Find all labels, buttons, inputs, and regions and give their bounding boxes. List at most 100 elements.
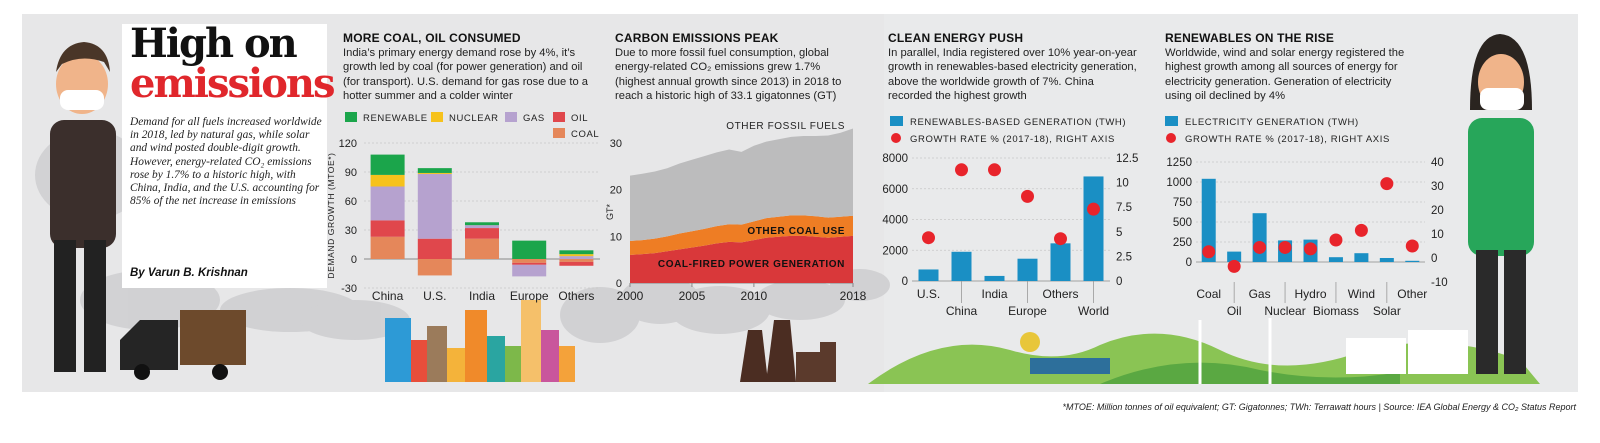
- x-tick-label: Coal: [1196, 287, 1221, 301]
- bar-segment-renewable: [417, 168, 452, 173]
- bar-segment-coal: [417, 259, 452, 276]
- series-label-other-coal-use: OTHER COAL USE: [747, 226, 845, 237]
- x-tick-label: U.S.: [917, 287, 940, 301]
- bar: [1252, 213, 1267, 262]
- y2-tick-label: 2.5: [1116, 251, 1132, 263]
- y-tick-label: 30: [345, 225, 357, 237]
- bar: [1201, 178, 1216, 262]
- series-label-coal-fired-power: COAL-FIRED POWER GENERATION: [658, 259, 845, 270]
- growth-dot: [1304, 242, 1317, 256]
- growth-dot: [988, 163, 1001, 177]
- area-other-coal-use: [630, 215, 853, 255]
- legend-label-dots: GROWTH RATE % (2017-18), RIGHT AXIS: [910, 134, 1115, 145]
- legend-label-bars: ELECTRICITY GENERATION (TWH): [1185, 117, 1359, 128]
- y-tick-label: 0: [351, 254, 357, 266]
- y2-tick-label: 20: [1431, 205, 1444, 217]
- y2-tick-label: 0: [1116, 276, 1122, 288]
- bar-segment-gas: [417, 173, 452, 239]
- bar-segment-nuclear: [370, 174, 405, 187]
- x-tick-label: Gas: [1249, 287, 1271, 301]
- area-coal-fired-power: [630, 235, 853, 283]
- bar: [1379, 258, 1394, 262]
- x-tick-label: China: [946, 304, 978, 318]
- x-tick-label: 2018: [840, 289, 867, 303]
- bar-segment-renewable: [465, 222, 499, 226]
- chart1-description: India’s primary energy demand rose by 4%…: [343, 47, 588, 103]
- title-line-1: High on: [130, 20, 298, 67]
- y-tick-label: 1000: [1166, 177, 1192, 189]
- x-tick-label: Europe: [1008, 304, 1047, 318]
- bar-segment-coal: [559, 259, 594, 262]
- bar-segment-renewable: [370, 154, 405, 175]
- intro-text: Demand for all fuels increased worldwide…: [130, 116, 322, 208]
- footnote: *MTOE: Million tonnes of oil equivalent;…: [1062, 402, 1577, 412]
- x-tick-label: World: [1078, 304, 1109, 318]
- bar-segment-gas: [465, 225, 499, 229]
- y-tick-label: 0: [616, 278, 622, 290]
- intro-box: [122, 24, 327, 288]
- growth-dot: [1202, 245, 1216, 259]
- area-other-fossil-fuels: [630, 128, 853, 241]
- y-tick-label: 1250: [1166, 157, 1192, 169]
- x-tick-label: 2000: [617, 289, 644, 303]
- legend-swatch-bars: [1165, 116, 1178, 126]
- x-tick-label: India: [469, 289, 495, 303]
- bar-segment-renewable: [512, 240, 547, 259]
- chart2-description: Due to more fossil fuel consumption, glo…: [615, 47, 842, 103]
- bar-segment-oil: [465, 228, 499, 239]
- legend-label-dots: GROWTH RATE % (2017-18), RIGHT AXIS: [1185, 134, 1390, 145]
- page-title: High on emissions: [130, 20, 335, 107]
- legend-label-renewable: RENEWABLE: [363, 113, 428, 124]
- y2-tick-label: 10: [1116, 178, 1129, 190]
- legend-swatch-dots: [891, 133, 901, 143]
- y2-tick-label: 10: [1431, 229, 1444, 241]
- legend-label-oil: OIL: [571, 113, 588, 124]
- y-tick-label: 120: [339, 138, 357, 150]
- factory-icon: [740, 320, 836, 382]
- chart3-description: In parallel, India registered over 10% y…: [888, 47, 1137, 103]
- x-tick-label: Others: [1042, 287, 1078, 301]
- growth-dot: [1354, 223, 1368, 237]
- x-tick-label: Others: [558, 289, 594, 303]
- bar-segment-coal: [370, 236, 405, 259]
- y-tick-label: -30: [341, 283, 357, 295]
- y2-tick-label: 7.5: [1116, 202, 1132, 214]
- x-tick-label: Oil: [1227, 304, 1242, 318]
- city-buildings-icon: [385, 300, 575, 382]
- y-tick-label: 750: [1173, 197, 1192, 209]
- chart4-description: Worldwide, wind and solar energy registe…: [1165, 47, 1405, 103]
- y-tick-label: 2000: [882, 245, 908, 257]
- bar: [1354, 253, 1369, 262]
- y-tick-label: 0: [902, 276, 908, 288]
- bar: [984, 275, 1005, 281]
- y2-tick-label: 40: [1431, 157, 1444, 169]
- x-tick-label: 2005: [679, 289, 706, 303]
- y-tick-label: 10: [610, 231, 622, 243]
- legend-label-coal: COAL: [571, 129, 599, 140]
- bar: [1328, 257, 1343, 262]
- bar: [1083, 176, 1104, 281]
- growth-dot: [1253, 240, 1267, 254]
- x-tick-label: Europe: [510, 289, 549, 303]
- landscape-icon: [868, 318, 1540, 384]
- y-axis-label: GT*: [605, 204, 615, 220]
- y-tick-label: 500: [1173, 217, 1192, 229]
- growth-dot: [1054, 232, 1067, 246]
- chart4-title: RENEWABLES ON THE RISE: [1165, 31, 1335, 45]
- title-line-2: emissions: [130, 60, 335, 107]
- y2-tick-label: 0: [1431, 253, 1437, 265]
- bar-segment-oil: [417, 238, 452, 259]
- y2-tick-label: 5: [1116, 227, 1122, 239]
- x-tick-label: China: [372, 289, 404, 303]
- series-label-other-fossil-fuels: OTHER FOSSIL FUELS: [726, 121, 845, 132]
- legend-swatch-bars: [890, 116, 903, 126]
- legend-swatch-renewable: [345, 112, 357, 122]
- legend-label-gas: GAS: [523, 113, 545, 124]
- woman-with-mask-icon: [1468, 34, 1534, 374]
- bar: [951, 251, 972, 281]
- x-tick-label: U.S.: [423, 289, 446, 303]
- legend-swatch-oil: [553, 112, 565, 122]
